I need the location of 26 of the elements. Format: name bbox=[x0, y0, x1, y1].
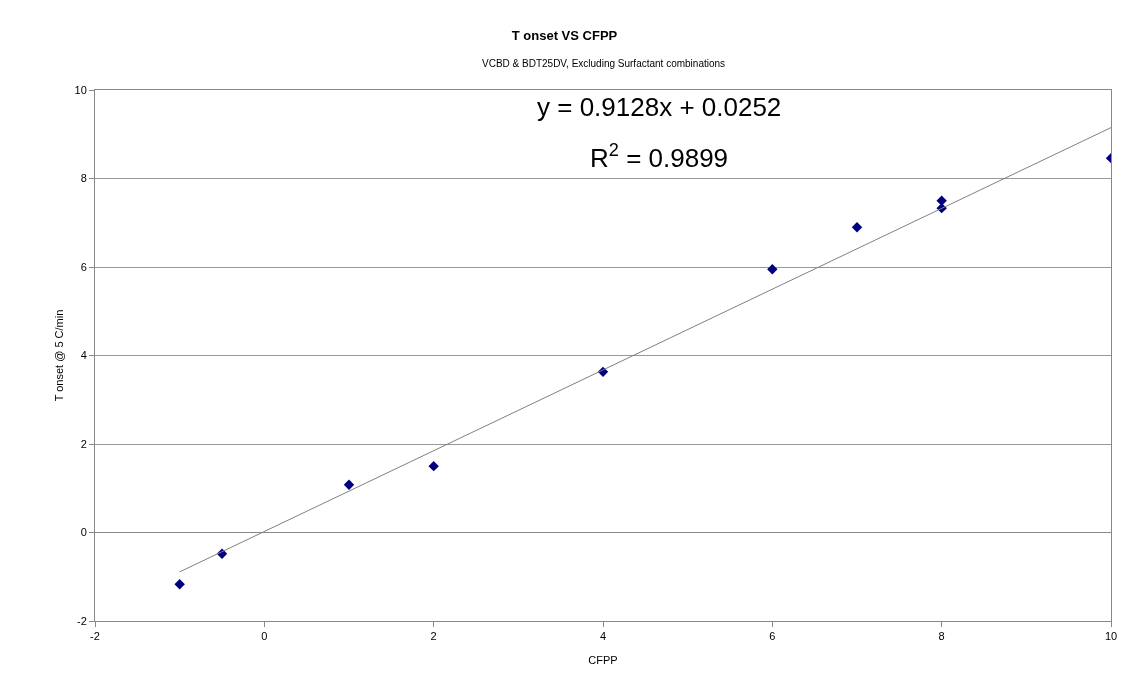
x-tick-label: 10 bbox=[1104, 630, 1118, 643]
point bbox=[767, 264, 778, 275]
point bbox=[343, 479, 355, 490]
y-tick-label: 10 bbox=[74, 83, 87, 96]
y-tick-label: 4 bbox=[80, 349, 87, 362]
annotation: y = 0.9128x + 0.0252 bbox=[537, 92, 782, 122]
point bbox=[851, 221, 863, 233]
y-tick-label: -2 bbox=[77, 614, 87, 627]
chart-subtitle: VCBD & BDT25DV, Excluding Surfactant combinations bbox=[482, 58, 726, 69]
chart-title: T onset VS CFPP bbox=[511, 28, 618, 44]
point bbox=[174, 579, 185, 590]
annotation: R$^{2}$ = 0.9899 bbox=[590, 140, 729, 173]
point bbox=[428, 460, 439, 472]
x-tick-label: 2 bbox=[430, 630, 437, 643]
x-tick-label: -2 bbox=[90, 630, 100, 643]
y-tick-label: 8 bbox=[80, 172, 87, 185]
y-tick-label: 6 bbox=[80, 260, 87, 273]
x-axis-title: CFPP bbox=[588, 654, 618, 666]
x-tick-label: 8 bbox=[938, 630, 945, 643]
y-axis-title: T onset @ 5 C/min bbox=[53, 309, 65, 402]
x-tick-label: 0 bbox=[261, 630, 268, 643]
x-tick-label: 6 bbox=[769, 630, 776, 643]
x-tick-label: 4 bbox=[599, 630, 607, 643]
y-tick-label: 0 bbox=[80, 526, 87, 539]
point bbox=[936, 195, 947, 206]
y-tick-label: 2 bbox=[80, 437, 87, 450]
